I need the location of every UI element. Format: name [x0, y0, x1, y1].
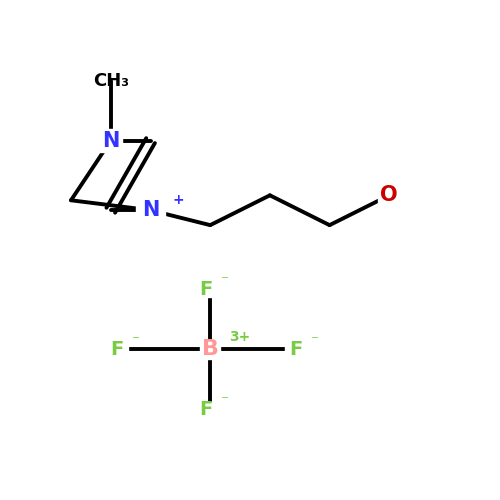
Text: F: F [200, 280, 213, 299]
FancyBboxPatch shape [198, 402, 222, 421]
Text: F: F [289, 340, 302, 359]
Text: F: F [200, 400, 213, 418]
Text: ⁻: ⁻ [221, 392, 229, 407]
FancyBboxPatch shape [285, 340, 310, 359]
FancyBboxPatch shape [136, 198, 166, 222]
FancyBboxPatch shape [378, 184, 400, 206]
Text: B: B [202, 340, 218, 359]
Text: ⁻: ⁻ [132, 333, 140, 348]
Text: 3+: 3+ [230, 330, 250, 344]
Text: ⁻: ⁻ [310, 333, 318, 348]
Text: N: N [142, 200, 159, 220]
Text: CH₃: CH₃ [93, 72, 129, 90]
FancyBboxPatch shape [104, 340, 128, 359]
FancyBboxPatch shape [100, 130, 122, 152]
FancyBboxPatch shape [200, 340, 220, 359]
Text: +: + [172, 194, 184, 207]
FancyBboxPatch shape [198, 278, 222, 297]
Text: ⁻: ⁻ [221, 274, 229, 288]
Text: N: N [102, 130, 120, 150]
Text: O: O [380, 186, 398, 206]
Text: F: F [110, 340, 124, 359]
